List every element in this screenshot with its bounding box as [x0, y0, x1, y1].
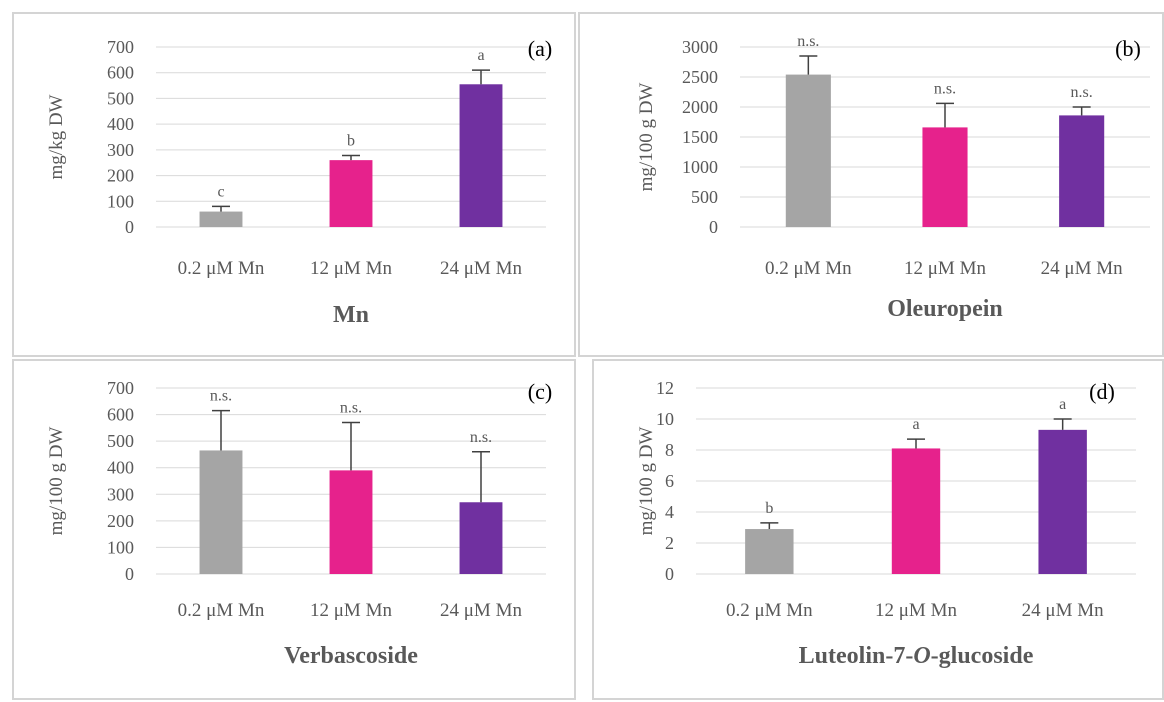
y-tick-label: 500 — [691, 187, 718, 207]
chart-mn: 0 100 200 300 400 500 600 700 mg/kg DW c 0.2 μM Mn… — [46, 36, 552, 328]
y-tick-label: 1000 — [682, 157, 718, 177]
x-category-label: 0.2 μM Mn — [726, 600, 813, 621]
panel-d: 0 2 4 6 8 10 12 mg/100 g DW b 0.2 μM Mn a 12 μM Mn a… — [592, 359, 1164, 700]
y-tick-label: 0 — [125, 564, 134, 584]
chart-title: Mn — [333, 302, 369, 328]
x-category-label: 24 μM Mn — [1041, 258, 1123, 279]
bar — [922, 127, 968, 227]
x-category-label: 12 μM Mn — [310, 600, 392, 621]
chart-title-part: Luteolin-7- — [799, 643, 914, 669]
bar — [199, 211, 243, 227]
y-tick-label: 3000 — [682, 37, 718, 57]
y-tick-label: 2500 — [682, 67, 718, 87]
chart-title: Verbascoside — [284, 643, 418, 669]
y-tick-label: 300 — [107, 484, 134, 504]
y-tick-label: 6 — [665, 471, 674, 491]
y-tick-label: 500 — [107, 431, 134, 451]
y-tick-label: 600 — [107, 405, 134, 425]
panel-c: 0 100 200 300 400 500 600 700 mg/100 g DW n.s. 0.2… — [12, 359, 576, 700]
significance-label: b — [765, 500, 773, 517]
y-axis-label: mg/100 g DW — [636, 427, 657, 536]
y-axis-label: mg/100 g DW — [46, 427, 67, 536]
bar — [1038, 429, 1087, 574]
y-tick-label: 8 — [665, 440, 674, 460]
chart-title: Luteolin-7-O-glucoside — [799, 643, 1034, 669]
x-category-label: 12 μM Mn — [904, 258, 986, 279]
x-category-label: 0.2 μM Mn — [765, 258, 852, 279]
bar — [199, 450, 243, 574]
panel-label: (d) — [1089, 379, 1115, 404]
significance-label: n.s. — [934, 80, 956, 97]
y-tick-label: 700 — [107, 37, 134, 57]
y-tick-label: 400 — [107, 114, 134, 134]
bar — [1059, 115, 1105, 227]
y-tick-label: 2000 — [682, 97, 718, 117]
significance-label: a — [1059, 396, 1066, 413]
y-tick-label: 2 — [665, 533, 674, 553]
chart-title: Oleuropein — [887, 296, 1003, 322]
significance-label: b — [347, 133, 355, 150]
x-category-label: 24 μM Mn — [1022, 600, 1104, 621]
y-tick-label: 200 — [107, 166, 134, 186]
bar — [459, 84, 503, 228]
y-tick-label: 0 — [665, 564, 674, 584]
y-tick-label: 100 — [107, 191, 134, 211]
chart-verbascoside: 0 100 200 300 400 500 600 700 mg/100 g DW n.s. 0.2… — [46, 378, 552, 669]
bar — [785, 74, 831, 227]
x-category-label: 12 μM Mn — [310, 258, 392, 279]
panel-a: 0 100 200 300 400 500 600 700 mg/kg DW c 0.2 μM Mn… — [12, 12, 576, 357]
y-tick-label: 0 — [125, 217, 134, 237]
significance-label: a — [912, 416, 919, 433]
y-tick-label: 10 — [656, 409, 674, 429]
y-tick-label: 500 — [107, 88, 134, 108]
y-tick-label: 100 — [107, 537, 134, 557]
bar — [891, 448, 941, 574]
significance-label: a — [477, 47, 484, 64]
y-axis-label: mg/kg DW — [46, 94, 67, 179]
panel-label: (a) — [528, 36, 552, 61]
chart-oleuropein: 0 500 1000 1500 2000 2500 3000 mg/100 g DW n.s. 0… — [636, 33, 1150, 322]
bar — [459, 502, 503, 574]
significance-label: n.s. — [1071, 84, 1093, 101]
significance-label: n.s. — [797, 33, 819, 50]
y-tick-label: 1500 — [682, 127, 718, 147]
chart-luteolin: 0 2 4 6 8 10 12 mg/100 g DW b 0.2 μM Mn a 12 μM Mn a… — [636, 378, 1136, 669]
y-tick-label: 12 — [656, 378, 674, 398]
x-category-label: 0.2 μM Mn — [178, 258, 265, 279]
significance-label: n.s. — [210, 388, 232, 405]
y-tick-label: 0 — [709, 217, 718, 237]
y-tick-label: 400 — [107, 458, 134, 478]
y-tick-label: 600 — [107, 63, 134, 83]
panel-label: (b) — [1115, 36, 1141, 61]
panel-label: (c) — [528, 379, 552, 404]
x-category-label: 12 μM Mn — [875, 600, 957, 621]
y-axis-label: mg/100 g DW — [636, 83, 657, 192]
bar — [329, 160, 373, 227]
y-tick-label: 4 — [665, 502, 674, 522]
y-tick-label: 200 — [107, 511, 134, 531]
bar — [329, 470, 373, 574]
y-tick-label: 300 — [107, 140, 134, 160]
y-tick-label: 700 — [107, 378, 134, 398]
x-category-label: 24 μM Mn — [440, 600, 522, 621]
significance-label: n.s. — [470, 429, 492, 446]
x-category-label: 24 μM Mn — [440, 258, 522, 279]
chart-title-part: -glucoside — [931, 643, 1034, 669]
significance-label: n.s. — [340, 400, 362, 417]
chart-title-part: O — [913, 643, 930, 669]
x-category-label: 0.2 μM Mn — [178, 600, 265, 621]
bar — [745, 529, 794, 574]
panel-b: 0 500 1000 1500 2000 2500 3000 mg/100 g DW n.s. 0… — [578, 12, 1164, 357]
significance-label: c — [217, 183, 224, 200]
